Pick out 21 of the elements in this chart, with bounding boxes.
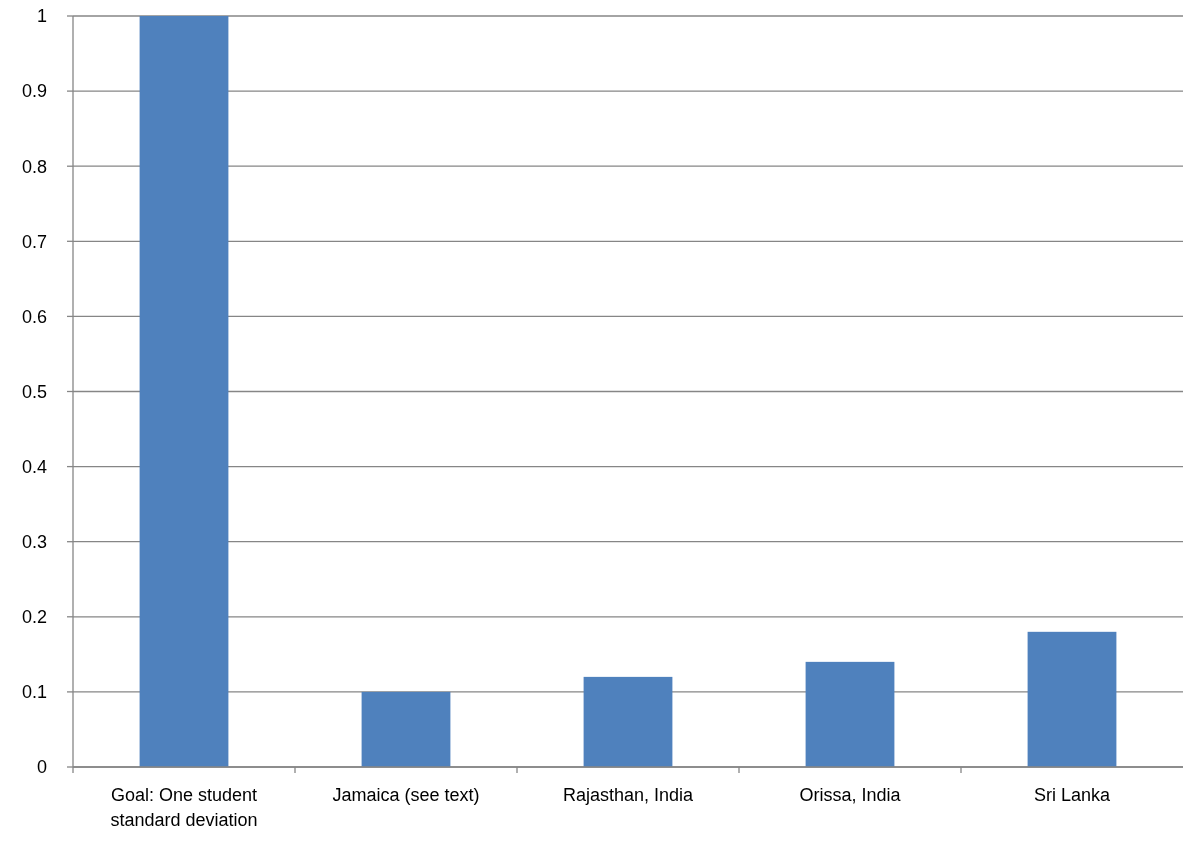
y-tick-label: 0.3 [21, 532, 47, 552]
bar [805, 661, 895, 767]
y-tick-label: 0.7 [21, 231, 47, 252]
y-tick-label: 0.6 [21, 306, 47, 327]
x-tick-label: Goal: One student standard deviation [110, 785, 258, 830]
x-tick-label: Rajasthan, India [562, 785, 695, 805]
y-tick-label: 0.5 [21, 381, 47, 402]
y-tick-label: 1 [36, 6, 47, 27]
y-tick-label: 0 [36, 757, 47, 778]
y-tick-label: 0.2 [21, 607, 47, 628]
bar [583, 676, 673, 767]
x-tick-label: Jamaica (see text) [332, 785, 480, 805]
y-tick-label: 0.9 [21, 81, 47, 102]
x-tick-label: Sri Lanka [1033, 785, 1112, 805]
y-tick-label: 0.4 [21, 456, 47, 477]
y-tick-label: 0.8 [21, 156, 47, 177]
bar [139, 16, 229, 767]
bar [361, 691, 451, 767]
y-tick-label: 0.1 [21, 682, 47, 703]
bar [1027, 631, 1117, 767]
x-tick-label: Orissa, India [799, 785, 902, 805]
